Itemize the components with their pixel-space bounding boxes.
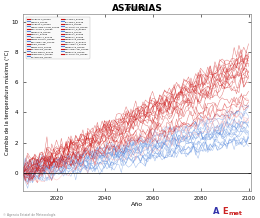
- Text: © Agencia Estatal de Meteorología: © Agencia Estatal de Meteorología: [3, 213, 55, 217]
- X-axis label: Año: Año: [131, 202, 143, 207]
- Title: ASTURIAS: ASTURIAS: [112, 4, 162, 13]
- Text: A: A: [213, 207, 220, 216]
- Y-axis label: Cambio de la temperatura máxima (°C): Cambio de la temperatura máxima (°C): [4, 50, 10, 155]
- Text: E: E: [222, 207, 228, 216]
- Legend: ACCESS1.0_RCP85, MIROC5_RCP45, ACCESS1.3_RCP85, MIROC-ESM-CHEM_RCP45, BCC-CSM1.1: ACCESS1.0_RCP85, MIROC5_RCP45, ACCESS1.3…: [26, 17, 90, 59]
- Text: met: met: [228, 211, 242, 216]
- Text: ANUAL: ANUAL: [125, 6, 149, 12]
